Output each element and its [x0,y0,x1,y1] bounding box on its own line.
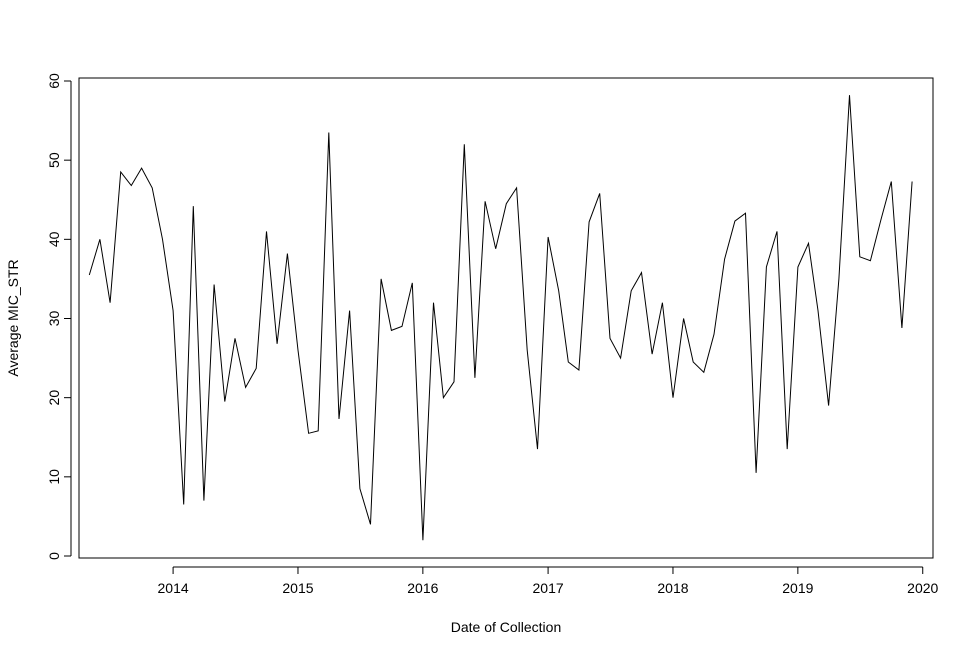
y-tick-label: 40 [46,231,62,247]
y-tick-label: 0 [46,552,62,560]
x-tick-label: 2016 [407,580,438,596]
y-tick-label: 10 [46,469,62,485]
x-tick-label: 2014 [158,580,189,596]
y-tick-label: 30 [46,311,62,327]
x-tick-label: 2020 [907,580,938,596]
x-tick-label: 2019 [782,580,813,596]
x-tick-label: 2017 [533,580,564,596]
y-tick-label: 60 [46,73,62,89]
x-tick-label: 2015 [282,580,313,596]
series-line [88,95,913,541]
y-axis-label: Average MIC_STR [5,259,21,376]
y-axis: 0 10 20 30 40 50 60 [46,73,72,560]
x-axis: 2014 2015 2016 2017 2018 2019 2020 [158,566,939,596]
x-tick-label: 2018 [657,580,688,596]
x-axis-label: Date of Collection [451,619,562,635]
plot-frame [78,77,934,559]
y-tick-label: 50 [46,152,62,168]
y-tick-label: 20 [46,390,62,406]
